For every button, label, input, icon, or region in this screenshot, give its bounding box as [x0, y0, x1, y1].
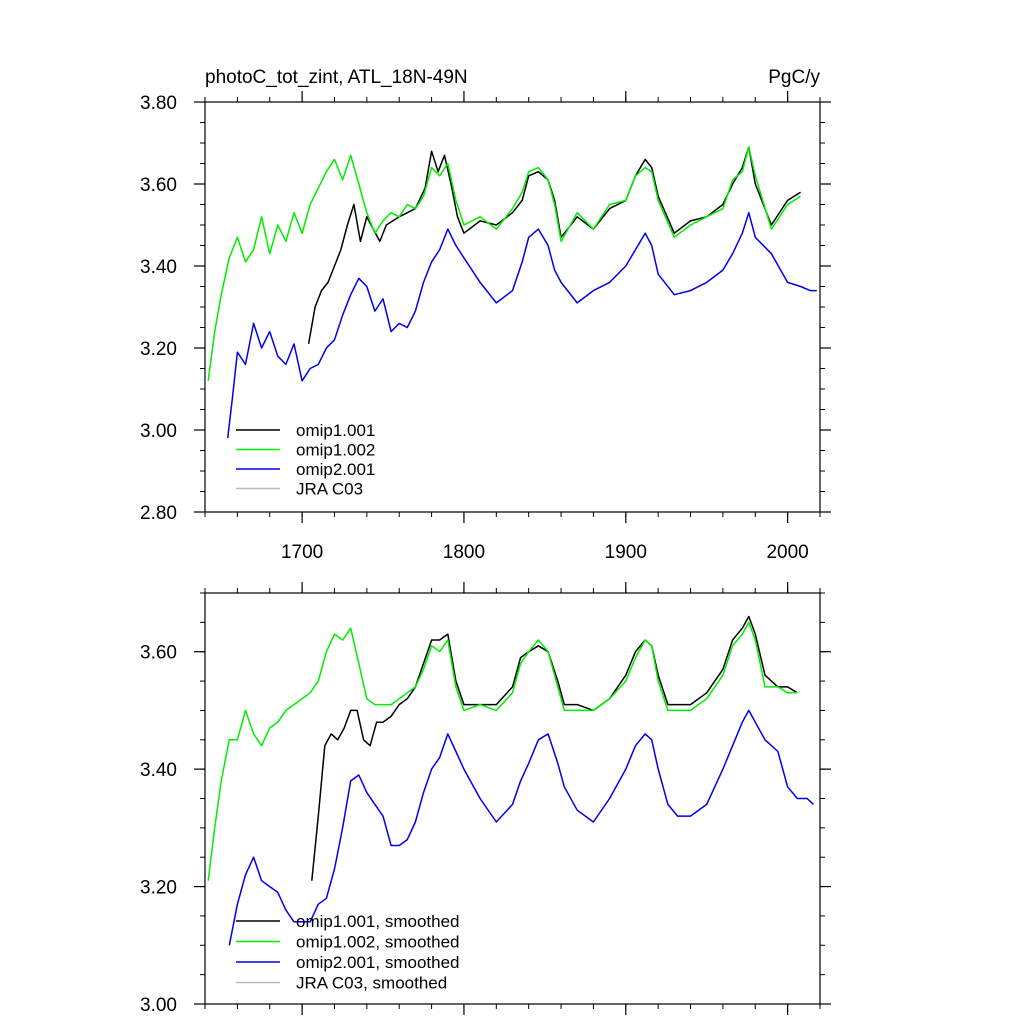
x-tick-label: 2000 — [766, 542, 808, 563]
y-tick-label: 3.60 — [140, 643, 177, 664]
x-tick-label: 1900 — [605, 542, 647, 563]
x-tick-label: 1800 — [443, 542, 485, 563]
y-tick-label: 3.20 — [140, 339, 177, 360]
y-tick-label: 3.80 — [140, 93, 177, 114]
chart-units: PgC/y — [768, 67, 820, 88]
series-line-0 — [307, 146, 802, 345]
legend-label: omip2.001 — [296, 460, 375, 479]
series-line-2 — [228, 709, 815, 946]
legend-label: JRA C03 — [296, 480, 363, 499]
legend-label: omip2.001, smoothed — [296, 953, 460, 972]
y-tick-label: 3.00 — [140, 995, 177, 1016]
series-line-2 — [226, 211, 817, 439]
legend-label: omip1.002, smoothed — [296, 933, 460, 952]
series-line-1 — [207, 146, 802, 381]
chart-title: photoC_tot_zint, ATL_18N-49N — [205, 67, 468, 88]
legend-label: omip1.001 — [296, 421, 375, 440]
x-tick-label: 1700 — [281, 542, 323, 563]
y-tick-label: 3.20 — [140, 878, 177, 899]
legend-label: omip1.001, smoothed — [296, 912, 460, 931]
chart-top: 1700 1800 1900 2000 2.80 3.00 3.20 3.40 3.60 3.80… — [140, 67, 831, 563]
y-tick-label: 2.80 — [140, 503, 177, 524]
y-tick-label: 3.00 — [140, 421, 177, 442]
y-tick-label: 3.60 — [140, 175, 177, 196]
series-line-0 — [311, 615, 798, 881]
chart-bottom: 3.00 3.20 3.40 3.60 omip1.001, smoothed omip1… — [140, 582, 831, 1016]
series-line-1 — [207, 621, 798, 881]
legend-label: JRA C03, smoothed — [296, 974, 447, 993]
legend-label: omip1.002 — [296, 441, 375, 460]
y-tick-label: 3.40 — [140, 257, 177, 278]
y-tick-label: 3.40 — [140, 760, 177, 781]
